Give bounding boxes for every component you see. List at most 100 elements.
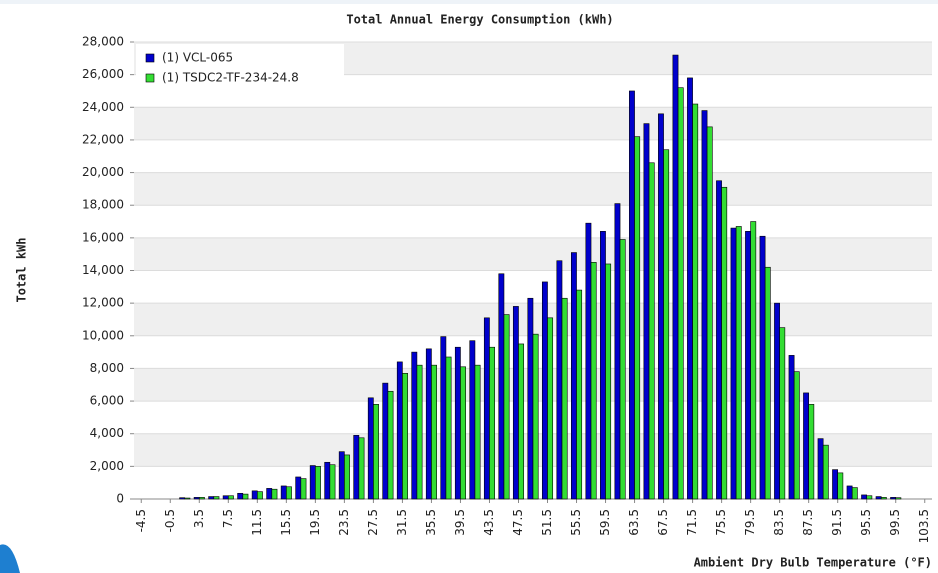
x-tick-label: 91.5 [830,509,844,536]
bar [286,486,292,500]
y-tick-label: 20,000 [82,165,124,179]
bar [367,397,374,500]
bar [532,333,539,500]
legend-swatch [145,53,155,63]
bar [541,281,548,500]
legend-box [136,44,344,92]
x-tick-label: 83.5 [772,509,786,536]
y-axis-label: Total kWh [15,237,29,302]
bar [585,222,592,500]
bar [353,435,360,500]
y-tick-label: 0 [116,492,124,506]
bar [808,404,815,500]
x-axis-label: Ambient Dry Bulb Temperature (°F) [694,556,932,570]
bar [266,488,273,500]
y-tick-label: 22,000 [82,132,124,146]
bar [483,317,490,500]
y-tick-label: 16,000 [82,230,124,244]
bar [184,497,191,500]
x-tick-label: 35.5 [424,509,438,536]
bar [803,392,809,500]
x-tick-label: 7.5 [221,509,235,528]
bar [634,136,641,500]
x-tick-label: 47.5 [511,509,525,536]
bar [663,149,670,500]
x-tick-label: 15.5 [279,509,293,536]
bar [242,493,249,500]
bar [271,488,278,500]
bar [788,355,795,500]
bar [329,464,336,500]
bar [692,103,699,500]
x-tick-label: 55.5 [569,509,583,536]
y-tick-label: 28,000 [82,35,124,49]
bar [643,123,650,500]
bar [672,54,679,500]
bar [445,356,452,500]
x-tick-label: 87.5 [801,509,815,536]
x-tick-label: 63.5 [627,509,641,536]
bar [518,343,525,500]
bar [556,260,563,500]
bar [193,497,200,500]
bar [179,497,186,500]
bar [779,327,786,500]
bar [846,485,853,500]
bar [600,231,606,500]
bar [460,366,466,500]
bar [387,390,394,500]
bar [309,465,316,500]
y-tick-label: 18,000 [82,198,124,212]
bar [750,221,757,500]
bar [338,451,345,500]
bar [648,162,655,500]
x-tick-label: 67.5 [656,509,670,536]
bar [454,346,461,500]
corner-decoration [0,544,20,573]
bar [764,266,771,500]
bar [208,496,215,500]
bar [474,364,481,500]
y-tick-label: 24,000 [82,100,124,114]
bar [706,126,713,500]
bar [837,472,844,500]
chart-title: Total Annual Energy Consumption (kWh) [346,13,613,27]
bar [425,348,432,500]
bar [222,495,229,500]
bar [687,77,693,500]
bar [851,487,858,500]
bar [822,444,829,500]
bar [875,496,882,500]
bar [895,497,902,500]
x-tick-label: 39.5 [453,509,467,536]
bar [411,351,418,500]
y-tick-label: 8,000 [90,361,124,375]
x-tick-label: 43.5 [482,509,496,536]
y-tick-label: 10,000 [82,328,124,342]
bar [382,382,389,500]
bar [295,476,302,500]
grid-band [134,172,932,206]
bar [571,252,577,500]
grid-band [134,107,932,140]
bar [721,186,728,500]
x-tick-label: 75.5 [714,509,728,536]
legend-swatch [145,73,155,83]
bar [315,466,321,500]
bar [716,180,722,500]
bar [561,297,568,500]
bar [547,317,554,500]
x-tick-label: 3.5 [192,509,206,528]
bar [280,485,287,500]
bar [774,302,780,500]
bar [793,371,800,500]
x-tick-label: 95.5 [859,509,873,536]
bar [759,235,766,500]
bar [866,495,873,500]
legend-label: (1) VCL-065 [162,51,233,65]
legend-label: (1) TSDC2-TF-234-24.8 [162,71,299,85]
bar [614,203,621,500]
y-tick-label: 6,000 [90,394,124,408]
bar [213,496,220,500]
